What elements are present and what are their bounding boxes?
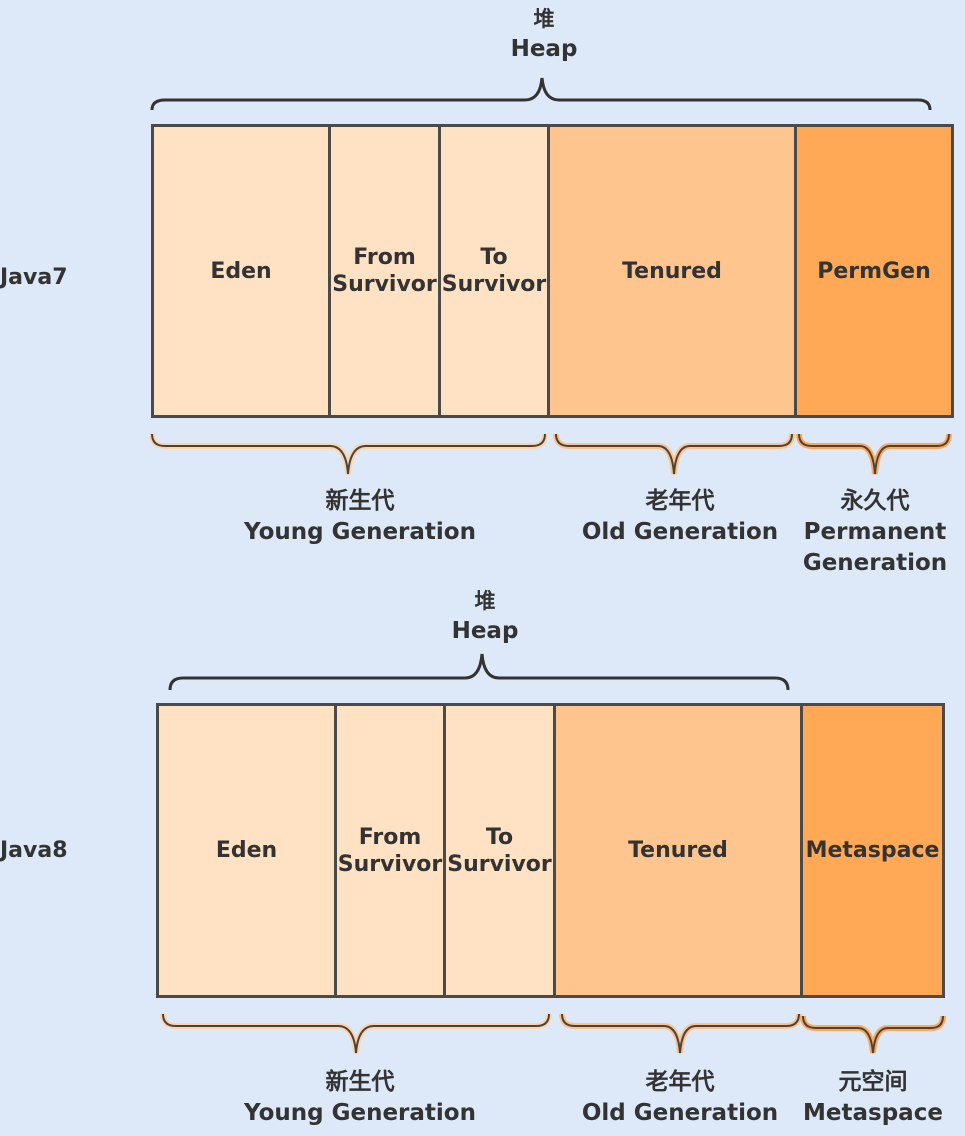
- java8-metaspace-cn: 元空间: [838, 1069, 908, 1095]
- java7-old-cn: 老年代: [645, 488, 715, 514]
- java7-young-label: 新生代 Young Generation: [220, 486, 500, 548]
- java7-young-cn: 新生代: [325, 488, 395, 514]
- java8-to-survivor: To Survivor: [443, 703, 556, 998]
- java7-eden: Eden: [151, 124, 331, 418]
- java8-label: Java8: [0, 838, 68, 863]
- java8-old-label: 老年代 Old Generation: [570, 1067, 790, 1129]
- java8-heap-brace: [168, 653, 790, 691]
- java7-perm-en2: Generation: [802, 550, 948, 576]
- java8-heap-cn: 堆: [474, 589, 496, 613]
- java8-eden: Eden: [156, 703, 337, 998]
- java7-heap-brace: [150, 77, 932, 111]
- java7-old-en: Old Generation: [581, 519, 779, 545]
- java7-from-survivor: From Survivor: [328, 124, 441, 418]
- java8-tenured: Tenured: [553, 703, 803, 998]
- java8-heap-en: Heap: [451, 618, 519, 644]
- java8-old-en: Old Generation: [581, 1100, 779, 1126]
- java8-metaspace-label: 元空间 Metaspace: [798, 1067, 948, 1129]
- java7-to-survivor: To Survivor: [438, 124, 550, 418]
- java7-heap-en: Heap: [510, 36, 578, 62]
- java8-old-cn: 老年代: [645, 1069, 715, 1095]
- java7-perm-label: 永久代 Permanent Generation: [800, 486, 950, 579]
- java7-young-en: Young Generation: [244, 519, 476, 545]
- java7-heap-cn: 堆: [533, 7, 555, 31]
- java8-heap-title: 堆 Heap: [385, 586, 585, 646]
- java7-label: Java7: [0, 265, 68, 290]
- java8-young-label: 新生代 Young Generation: [220, 1067, 500, 1129]
- java8-metaspace-en: Metaspace: [803, 1100, 943, 1126]
- java8-from-survivor: From Survivor: [334, 703, 446, 998]
- java7-perm-cn: 永久代: [840, 488, 910, 514]
- java8-young-en: Young Generation: [244, 1100, 476, 1126]
- java7-perm-en1: Permanent: [803, 519, 947, 545]
- java7-heap-title: 堆 Heap: [444, 4, 644, 64]
- java7-permgen: PermGen: [794, 124, 954, 418]
- java7-old-label: 老年代 Old Generation: [570, 486, 790, 548]
- java8-metaspace: Metaspace: [800, 703, 945, 998]
- java8-young-cn: 新生代: [325, 1069, 395, 1095]
- java7-tenured: Tenured: [547, 124, 797, 418]
